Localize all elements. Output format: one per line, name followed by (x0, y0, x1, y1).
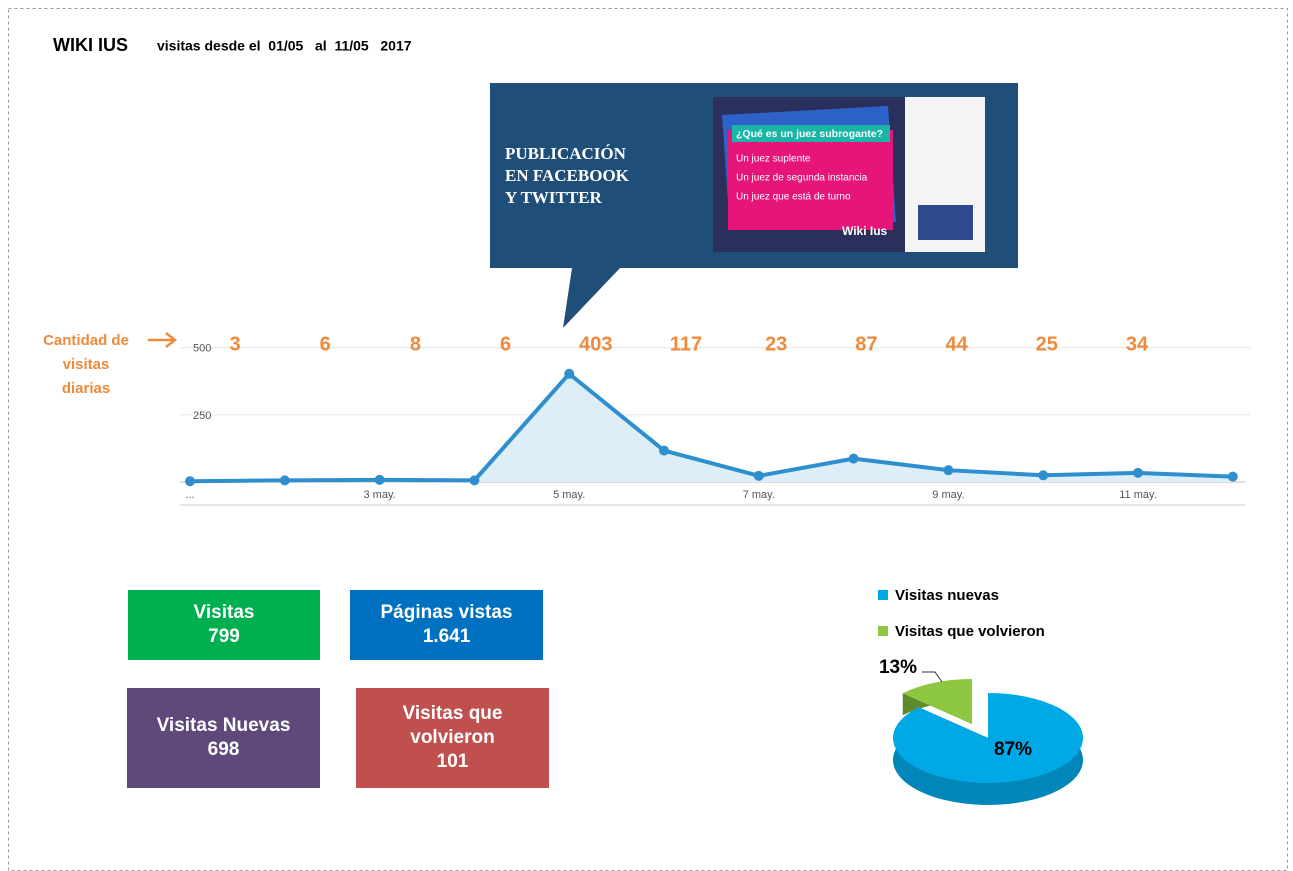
value-label: 8 (410, 333, 421, 355)
point (564, 368, 575, 379)
callout-line: EN FACEBOOK (505, 166, 630, 185)
legend-label: Visitas que volvieron (895, 623, 1045, 640)
stat-value: 698 (208, 739, 240, 760)
area (190, 373, 1233, 482)
value-label: 44 (945, 333, 968, 355)
stat-label: Páginas vistas (380, 602, 512, 623)
callout-line: PUBLICACIÓN (505, 144, 627, 163)
stat-box (127, 688, 320, 788)
value-label: 403 (579, 333, 612, 355)
stat-label: Visitas (194, 602, 255, 623)
x-tick-label: 9 may. (932, 489, 964, 501)
value-label: 117 (670, 333, 702, 355)
point (659, 445, 669, 456)
stat-label: Visitas que (403, 703, 503, 724)
post-option: Un juez suplente (736, 154, 811, 165)
annotation: visitas (63, 356, 110, 373)
stat-value: 799 (208, 626, 240, 647)
post-option: Un juez que está de turno (736, 192, 851, 203)
value-label: 25 (1036, 333, 1058, 355)
point (185, 476, 195, 487)
legend-label: Visitas nuevas (895, 587, 999, 604)
line (189, 371, 1233, 484)
stat-value: 101 (437, 751, 469, 772)
point (943, 465, 954, 476)
post-image (713, 97, 985, 252)
callout-line: Y TWITTER (505, 188, 603, 207)
post-brand: Wiki Ius (842, 224, 888, 238)
leader-line (922, 671, 943, 683)
stat-label: volvieron (410, 727, 494, 748)
value-label: 6 (500, 333, 511, 355)
point (1038, 470, 1049, 481)
post-option: Un juez de segunda instancia (736, 173, 868, 184)
y-tick-label: 500 (193, 343, 211, 355)
pie-slice (902, 679, 972, 724)
legend-swatch (878, 626, 888, 636)
point (753, 470, 764, 481)
post-shape (728, 130, 893, 230)
post-shape (732, 125, 890, 142)
stat-box (350, 590, 543, 660)
stat-value: 1.641 (423, 626, 471, 647)
charts: 250 500... 3 may. 5 may. 7 may. 9 may. 11 may.… (43, 332, 1250, 805)
stat-label: Visitas Nuevas (157, 715, 291, 736)
value-label: 23 (765, 333, 787, 355)
point (374, 474, 385, 485)
x-tick-label: 7 may. (743, 489, 775, 501)
point (848, 453, 859, 464)
x-tick-label: 11 may. (1119, 489, 1157, 501)
y-tick-label: 250 (193, 410, 211, 422)
pie-label: 13% (879, 657, 917, 678)
annotation-arrow (148, 332, 178, 348)
point (469, 475, 480, 486)
value-label: 3 (229, 333, 240, 355)
post-question: ¿Qué es un juez subrogante? (736, 128, 883, 140)
value-label: 6 (320, 333, 331, 355)
legend-swatch (878, 590, 888, 600)
point (279, 475, 290, 486)
pie-slice (893, 693, 1084, 784)
stat-box (356, 688, 549, 788)
point (1227, 471, 1238, 482)
stat-box (128, 590, 320, 660)
post-thumb (918, 205, 973, 240)
point (1133, 467, 1143, 478)
value-label: 87 (855, 333, 877, 355)
pie-label: 87% (994, 739, 1032, 760)
annotation: diarias (62, 380, 110, 397)
value-label: 34 (1126, 333, 1149, 355)
x-tick-label: 3 may. (363, 489, 395, 501)
x-tick-label: ... (185, 489, 194, 501)
x-tick-label: 5 may. (553, 489, 585, 501)
subtitle: visitas desde el 01/05 al 11/05 2017 (157, 38, 412, 54)
title: WIKI IUS (53, 35, 128, 55)
annotation: Cantidad de (43, 332, 129, 349)
